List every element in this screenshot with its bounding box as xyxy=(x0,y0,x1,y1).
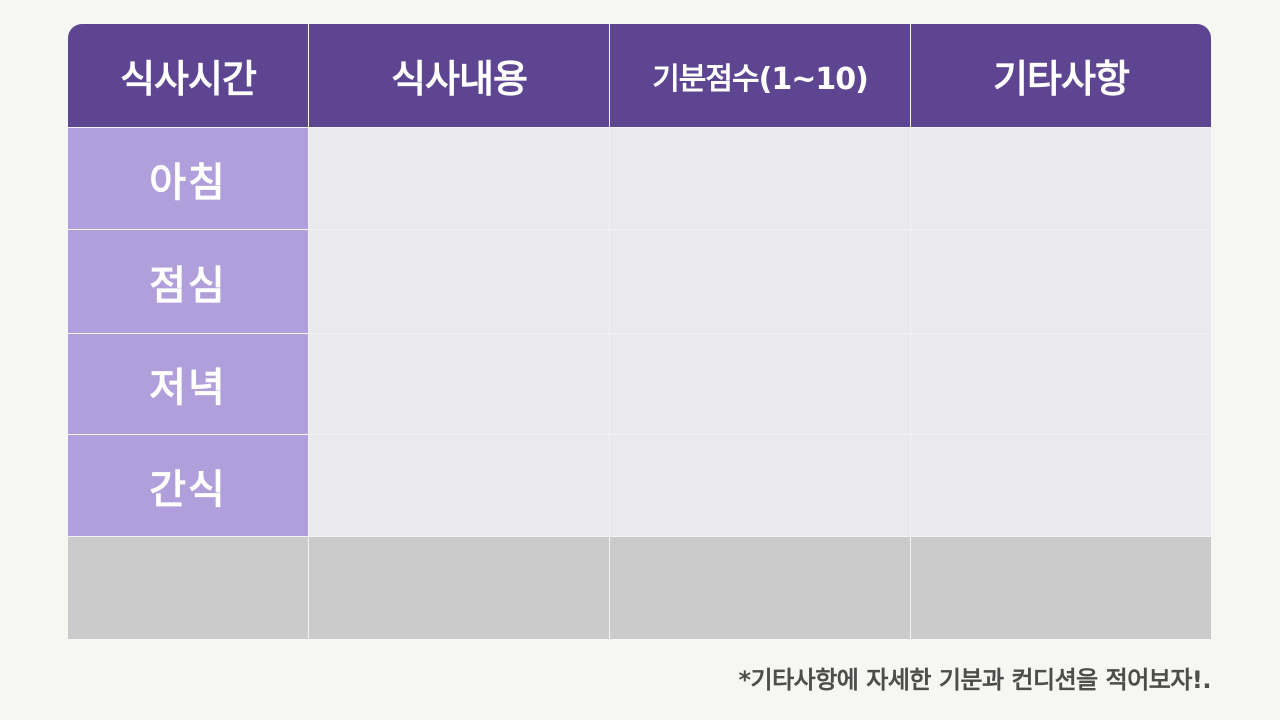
lunch-content-cell[interactable] xyxy=(309,230,610,334)
row-label-dinner: 저녁 xyxy=(68,334,309,435)
header-mood-score: 기분점수(1~10) xyxy=(610,24,911,128)
header-meal-time: 식사시간 xyxy=(68,24,309,128)
snack-notes-cell[interactable] xyxy=(911,435,1211,537)
row-label-lunch: 점심 xyxy=(68,230,309,334)
row-label-breakfast: 아침 xyxy=(68,128,309,230)
breakfast-notes-cell[interactable] xyxy=(911,128,1211,230)
extra-mood-cell[interactable] xyxy=(610,537,911,639)
breakfast-mood-cell[interactable] xyxy=(610,128,911,230)
snack-content-cell[interactable] xyxy=(309,435,610,537)
header-meal-content: 식사내용 xyxy=(309,24,610,128)
dinner-mood-cell[interactable] xyxy=(610,334,911,435)
lunch-notes-cell[interactable] xyxy=(911,230,1211,334)
extra-row-label-cell xyxy=(68,537,309,639)
row-label-snack: 간식 xyxy=(68,435,309,537)
meal-log-table: 식사시간 식사내용 기분점수(1~10) 기타사항 아침 점심 저녁 간식 xyxy=(68,24,1211,639)
header-notes: 기타사항 xyxy=(911,24,1211,128)
lunch-mood-cell[interactable] xyxy=(610,230,911,334)
extra-content-cell[interactable] xyxy=(309,537,610,639)
footnote: *기타사항에 자세한 기분과 컨디션을 적어보자!. xyxy=(738,666,1211,694)
breakfast-content-cell[interactable] xyxy=(309,128,610,230)
snack-mood-cell[interactable] xyxy=(610,435,911,537)
dinner-content-cell[interactable] xyxy=(309,334,610,435)
extra-notes-cell[interactable] xyxy=(911,537,1211,639)
dinner-notes-cell[interactable] xyxy=(911,334,1211,435)
